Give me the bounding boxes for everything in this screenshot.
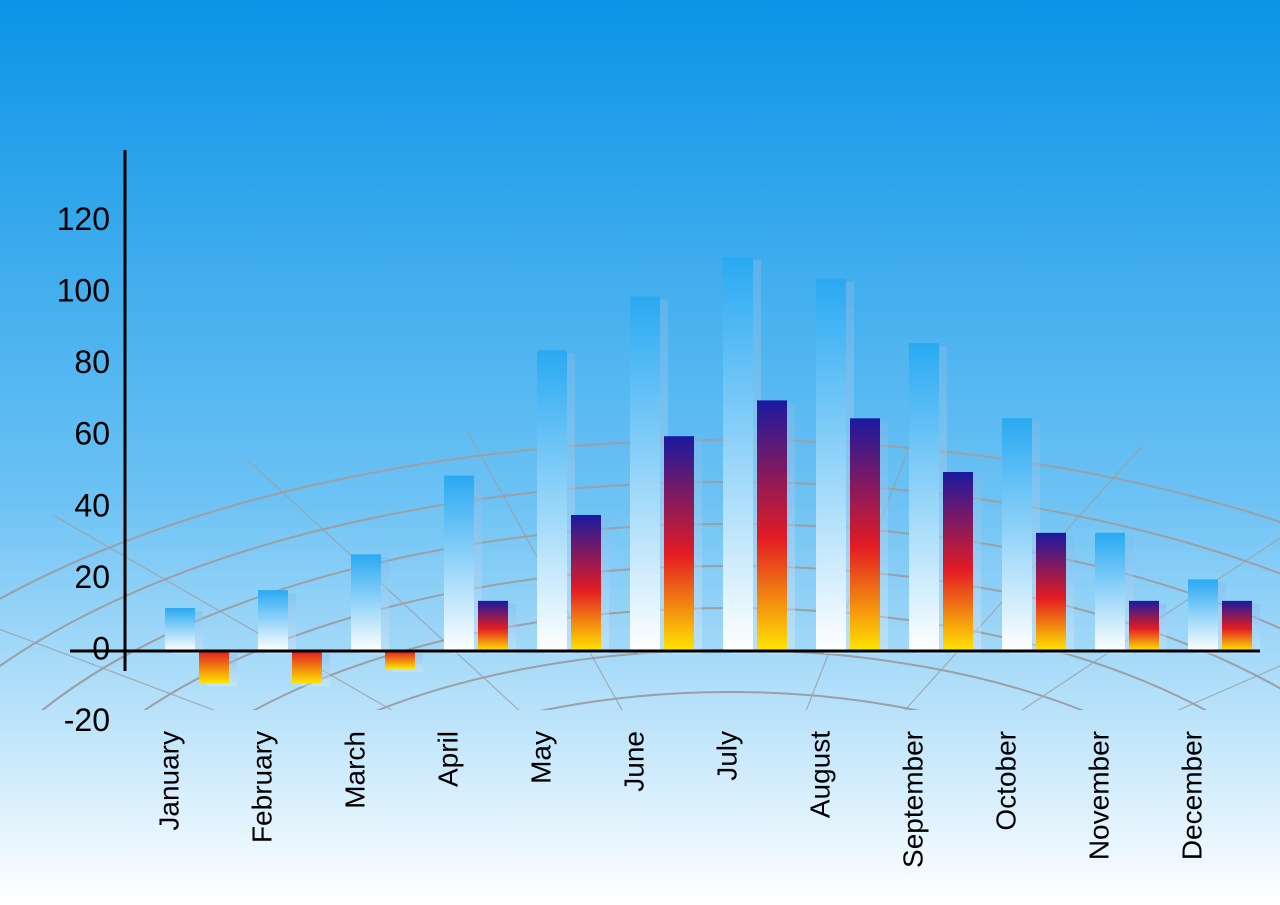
x-tick-label: April: [432, 731, 463, 787]
y-tick-label: 40: [74, 487, 110, 523]
bar-series2: [199, 651, 229, 683]
bar-series1: [723, 257, 753, 651]
x-tick-label: June: [618, 731, 649, 792]
y-tick-label: -20: [64, 702, 110, 738]
monthly-bar-chart: -20 0 20 40 60 80 100 120 January February March A…: [0, 0, 1280, 905]
y-tick-label: 100: [57, 272, 110, 308]
bar-series2: [571, 515, 601, 651]
bar-series2: [1222, 601, 1252, 651]
bar-series2: [757, 400, 787, 651]
x-tick-label: August: [804, 731, 835, 818]
bar-series1: [630, 297, 660, 651]
bar-series2: [1036, 533, 1066, 651]
x-tick-label: March: [339, 731, 370, 809]
x-tick-label: December: [1176, 731, 1207, 860]
bar-series1: [165, 608, 195, 651]
bar-series2: [664, 436, 694, 651]
bar-series2: [850, 418, 880, 651]
bar-series2: [478, 601, 508, 651]
y-tick-label: 0: [92, 630, 110, 666]
x-tick-label: October: [990, 731, 1021, 831]
bar-series1: [816, 279, 846, 651]
x-tick-label: February: [246, 731, 277, 843]
x-tick-label: May: [525, 731, 556, 784]
x-tick-label: September: [897, 731, 928, 868]
bar-series2: [1129, 601, 1159, 651]
x-tick-label: November: [1083, 731, 1114, 860]
y-tick-label: 120: [57, 201, 110, 237]
bar-series1: [909, 343, 939, 651]
y-tick-label: 20: [74, 559, 110, 595]
bar-series1: [1188, 579, 1218, 651]
bar-series1: [537, 350, 567, 651]
x-tick-label: July: [711, 731, 742, 781]
bar-series1: [351, 554, 381, 651]
bar-series2: [292, 651, 322, 683]
bar-series1: [258, 590, 288, 651]
x-tick-label: January: [153, 731, 184, 831]
y-tick-label: 80: [74, 344, 110, 380]
bar-series1: [1095, 533, 1125, 651]
bar-series1: [444, 476, 474, 651]
bar-series2: [385, 651, 415, 669]
bar-series1: [1002, 418, 1032, 651]
y-tick-label: 60: [74, 416, 110, 452]
chart-svg: -20 0 20 40 60 80 100 120 January February March A…: [0, 0, 1280, 905]
bar-series2: [943, 472, 973, 651]
